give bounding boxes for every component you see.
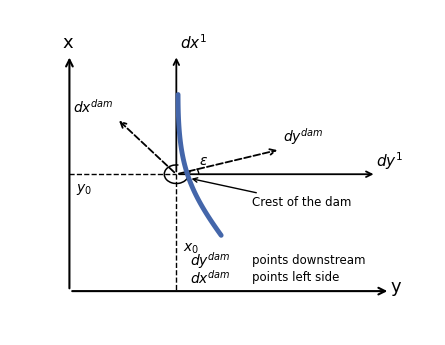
Text: x: x bbox=[62, 34, 73, 52]
Text: $\varepsilon$: $\varepsilon$ bbox=[199, 154, 208, 168]
Text: points left side: points left side bbox=[252, 271, 340, 284]
Text: $\bf{\it{dx^{dam}}}$: $\bf{\it{dx^{dam}}}$ bbox=[73, 98, 113, 116]
Text: points downstream: points downstream bbox=[252, 254, 366, 267]
Text: y: y bbox=[390, 278, 401, 296]
Text: $x_0$: $x_0$ bbox=[183, 241, 199, 256]
Text: $dy^1$: $dy^1$ bbox=[376, 150, 404, 171]
Text: $\bf{\it{dy^{dam}}}$: $\bf{\it{dy^{dam}}}$ bbox=[283, 126, 324, 147]
Text: $\bf{\it{dy^{dam}}}$: $\bf{\it{dy^{dam}}}$ bbox=[190, 250, 231, 271]
Text: $dx^1$: $dx^1$ bbox=[180, 33, 207, 52]
Text: Crest of the dam: Crest of the dam bbox=[193, 178, 352, 209]
Text: $y_0$: $y_0$ bbox=[77, 182, 93, 197]
Text: $\bf{\it{dx^{dam}}}$: $\bf{\it{dx^{dam}}}$ bbox=[190, 269, 231, 287]
